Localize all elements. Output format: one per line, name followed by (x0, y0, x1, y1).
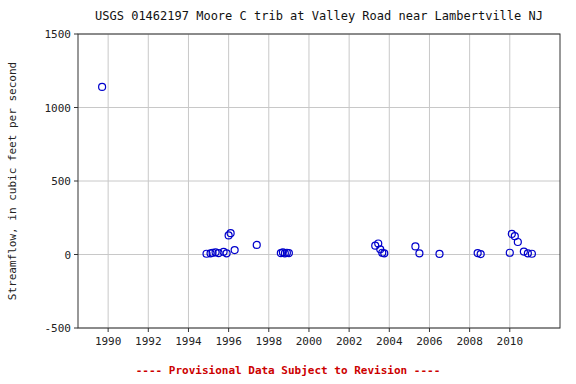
tick-label: 2010 (497, 335, 524, 348)
tick-mark (268, 328, 269, 332)
point (412, 243, 419, 250)
point (215, 250, 222, 257)
footer: ---- Provisional Data Subject to Revisio… (136, 364, 441, 377)
tick-mark (389, 328, 390, 332)
tick-label: 1990 (95, 335, 122, 348)
tick-label: 1500 (45, 28, 72, 41)
point (528, 250, 535, 257)
tick-label: 2002 (336, 335, 363, 348)
ticks: 1990 1992 1994 1996 1998 2000 2002 2004 2006 2008… (45, 28, 524, 348)
tick-label: -500 (45, 322, 72, 335)
y-axis-label: Streamflow, in cubic feet per second (6, 62, 19, 300)
tick-mark (74, 107, 78, 108)
tick-label: 1992 (135, 335, 162, 348)
tick-mark (509, 328, 510, 332)
chart: 1990 1992 1994 1996 1998 2000 2002 2004 2006 2008… (0, 0, 576, 384)
grid (78, 34, 560, 328)
plot-frame (78, 34, 560, 328)
grid-line (78, 107, 560, 108)
tick-label: 2004 (376, 335, 403, 348)
tick-mark (429, 328, 430, 332)
tick-mark (74, 328, 78, 329)
tick-mark (74, 34, 78, 35)
tick-label: 1994 (175, 335, 202, 348)
point (416, 250, 423, 257)
points (99, 83, 536, 257)
tick-label: 2008 (456, 335, 483, 348)
tick-label: 500 (51, 175, 71, 188)
tick-label: 1998 (256, 335, 283, 348)
tick-label: 2006 (416, 335, 443, 348)
tick-mark (228, 328, 229, 332)
title: USGS 01462197 Moore C trib at Valley Roa… (95, 9, 543, 23)
point (514, 239, 521, 246)
tick-mark (148, 328, 149, 332)
point (477, 251, 484, 258)
point (231, 247, 238, 254)
tick-mark (74, 254, 78, 255)
point (99, 83, 106, 90)
tick-mark (188, 328, 189, 332)
point (223, 250, 230, 257)
point (227, 230, 234, 237)
grid-line (78, 181, 560, 182)
tick-mark (74, 181, 78, 182)
tick-label: 2000 (296, 335, 323, 348)
point (381, 250, 388, 257)
tick-mark (349, 328, 350, 332)
tick-mark (308, 328, 309, 332)
point (285, 250, 292, 257)
point (436, 250, 443, 257)
tick-mark (108, 328, 109, 332)
point (506, 249, 513, 256)
tick-mark (469, 328, 470, 332)
grid-line (78, 254, 560, 255)
tick-label: 1996 (215, 335, 242, 348)
tick-label: 1000 (45, 102, 72, 115)
tick-label: 0 (64, 249, 71, 262)
point (253, 241, 260, 248)
